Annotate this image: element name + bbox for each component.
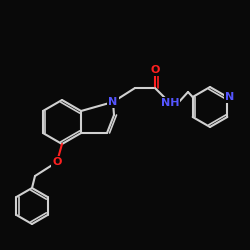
Text: N: N <box>225 92 234 102</box>
Text: NH: NH <box>161 98 179 108</box>
Text: O: O <box>150 65 160 75</box>
Text: O: O <box>52 157 62 167</box>
Text: N: N <box>108 97 118 107</box>
